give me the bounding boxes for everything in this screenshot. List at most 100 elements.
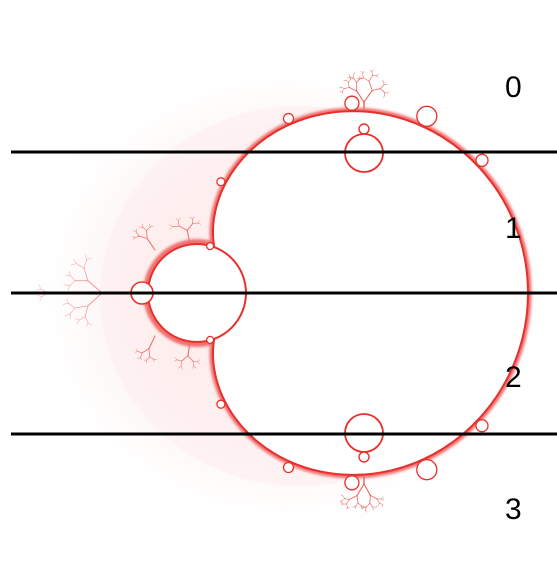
filament [356, 495, 359, 504]
filament [66, 298, 69, 304]
filament [148, 335, 156, 350]
filament [352, 506, 356, 508]
filament [146, 230, 148, 239]
filament [135, 228, 138, 233]
filament [39, 296, 43, 301]
filament [363, 89, 373, 103]
filament [85, 254, 87, 261]
filament [174, 359, 178, 362]
filament [38, 284, 42, 290]
filament [382, 95, 385, 98]
filament [378, 502, 380, 506]
region-label-0: 0 [505, 71, 522, 104]
filament [197, 222, 201, 225]
filament [191, 366, 195, 369]
filament [360, 70, 363, 74]
filament [338, 86, 342, 89]
minibulb [282, 112, 295, 125]
minibulb [205, 241, 215, 251]
filament [192, 361, 195, 367]
filament [176, 359, 183, 362]
filament [356, 78, 361, 83]
filament [353, 77, 357, 83]
region-label-2: 2 [505, 361, 522, 394]
filament [134, 235, 140, 238]
filament [369, 70, 373, 72]
filament [343, 79, 347, 82]
filament [363, 483, 371, 496]
filament [132, 236, 135, 238]
filament [73, 258, 77, 264]
filament [75, 318, 80, 321]
filament [187, 355, 194, 362]
filament [197, 220, 200, 224]
filament [340, 503, 344, 506]
minibulb [344, 475, 360, 491]
filament [353, 72, 356, 75]
filament [132, 230, 137, 233]
filament [83, 267, 89, 282]
filament [349, 76, 354, 79]
filament [348, 78, 351, 83]
filament [376, 498, 380, 504]
filament [372, 506, 374, 511]
filament [84, 316, 89, 324]
minibulb [216, 177, 226, 187]
filament [365, 506, 367, 511]
minibulb [475, 419, 489, 433]
filament [347, 76, 350, 79]
filament [349, 495, 358, 500]
filament [68, 285, 70, 291]
filament [65, 275, 71, 277]
minibulb [416, 105, 438, 127]
filament [63, 302, 69, 305]
filament [174, 357, 178, 361]
filament [371, 69, 374, 72]
filament [189, 216, 193, 220]
filament [341, 86, 345, 89]
top-bulb-satellite [358, 123, 370, 135]
filament [384, 92, 388, 94]
filament [346, 499, 350, 505]
filament [380, 84, 385, 89]
minibulb [216, 399, 226, 409]
filament [136, 349, 139, 352]
filament [340, 494, 344, 497]
filament [340, 502, 344, 505]
filament [348, 81, 350, 88]
filament [366, 503, 371, 508]
filament [148, 348, 151, 358]
filament [84, 305, 89, 318]
filament [69, 307, 76, 315]
filament [175, 217, 179, 221]
filament [69, 270, 71, 277]
filament [342, 495, 345, 499]
filament [368, 80, 373, 91]
filament [140, 357, 143, 361]
filament [178, 225, 188, 231]
filament [63, 284, 70, 287]
filament [381, 496, 384, 500]
filament [169, 226, 174, 230]
filament [192, 222, 198, 225]
filament [375, 505, 378, 508]
filament [87, 280, 103, 294]
filament [70, 275, 76, 281]
filament [135, 351, 139, 353]
filament [376, 73, 379, 76]
filament [345, 79, 349, 83]
minibulb [282, 461, 295, 474]
filament [364, 506, 367, 509]
filament [35, 288, 42, 291]
filament [357, 78, 360, 82]
filament [197, 359, 200, 363]
filament [137, 357, 141, 360]
filament [344, 87, 350, 89]
filament [362, 72, 364, 78]
filament [193, 366, 197, 369]
filament [376, 75, 379, 78]
filament [86, 257, 92, 261]
filament [149, 223, 151, 228]
region-label-1: 1 [505, 212, 522, 245]
filament [177, 220, 180, 227]
